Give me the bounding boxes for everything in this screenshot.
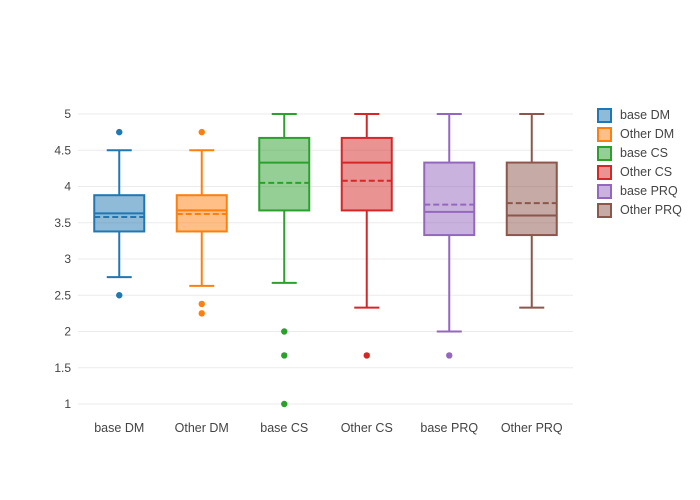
legend-item-label: Other DM [620, 127, 675, 141]
legend-swatch-icon [597, 184, 612, 199]
box-rect[interactable] [505, 161, 558, 237]
y-tick-label: 2 [64, 325, 71, 339]
outlier-point[interactable] [281, 328, 288, 335]
box-trace-other-dm[interactable] [175, 128, 228, 317]
legend-swatch-icon [597, 127, 612, 142]
y-tick-label: 2.5 [54, 288, 71, 302]
legend-item-label: base CS [620, 146, 668, 160]
x-category-label: Other DM [175, 421, 229, 435]
outlier-point[interactable] [363, 352, 370, 359]
y-tick-label: 4 [64, 180, 71, 194]
outlier-point[interactable] [116, 128, 123, 136]
box-rect[interactable] [175, 194, 228, 233]
box-trace-base-cs[interactable] [258, 113, 311, 408]
box-trace-base-dm[interactable] [93, 128, 146, 299]
y-tick-label: 5 [64, 107, 71, 121]
y-tick-label: 4.5 [54, 143, 71, 157]
outlier-point[interactable] [281, 352, 288, 359]
legend-swatch-icon [597, 165, 612, 180]
x-category-label: base PRQ [420, 421, 478, 435]
y-tick-label: 3.5 [54, 216, 71, 230]
y-tick-label: 1.5 [54, 361, 71, 375]
x-category-label: base DM [94, 421, 144, 435]
legend-item-other-prq[interactable]: Other PRQ [597, 201, 682, 220]
legend-item-label: base DM [620, 108, 671, 122]
outlier-point[interactable] [198, 310, 205, 317]
legend-item-base-cs[interactable]: base CS [597, 144, 682, 163]
legend-item-other-dm[interactable]: Other DM [597, 125, 682, 144]
legend-swatch-icon [597, 203, 612, 218]
outlier-point[interactable] [198, 128, 205, 136]
box-trace-base-prq[interactable] [423, 113, 476, 359]
legend-item-other-cs[interactable]: Other CS [597, 163, 682, 182]
legend-item-label: Other PRQ [620, 203, 682, 217]
x-category-label: Other CS [341, 421, 393, 435]
box-rect[interactable] [258, 136, 311, 212]
legend-item-label: Other CS [620, 165, 673, 179]
box-trace-other-prq[interactable] [505, 113, 558, 309]
box-trace-other-cs[interactable] [340, 113, 393, 359]
outlier-point[interactable] [116, 292, 123, 299]
y-tick-label: 1 [64, 397, 71, 411]
legend-swatch-icon [597, 146, 612, 161]
legend-item-label: base PRQ [620, 184, 678, 198]
outlier-point[interactable] [198, 300, 205, 308]
x-category-label: base CS [260, 421, 308, 435]
x-category-label: Other PRQ [501, 421, 563, 435]
y-tick-label: 3 [64, 252, 71, 266]
outlier-point[interactable] [281, 400, 288, 408]
box-rect[interactable] [340, 136, 393, 212]
legend: base DM Other DM base CS Other CS base PRQ Ot… [597, 106, 682, 220]
legend-swatch-icon [597, 108, 612, 123]
box-rect[interactable] [423, 161, 476, 237]
legend-item-base-dm[interactable]: base DM [597, 106, 682, 125]
legend-item-base-prq[interactable]: base PRQ [597, 182, 682, 201]
outlier-point[interactable] [446, 352, 453, 359]
